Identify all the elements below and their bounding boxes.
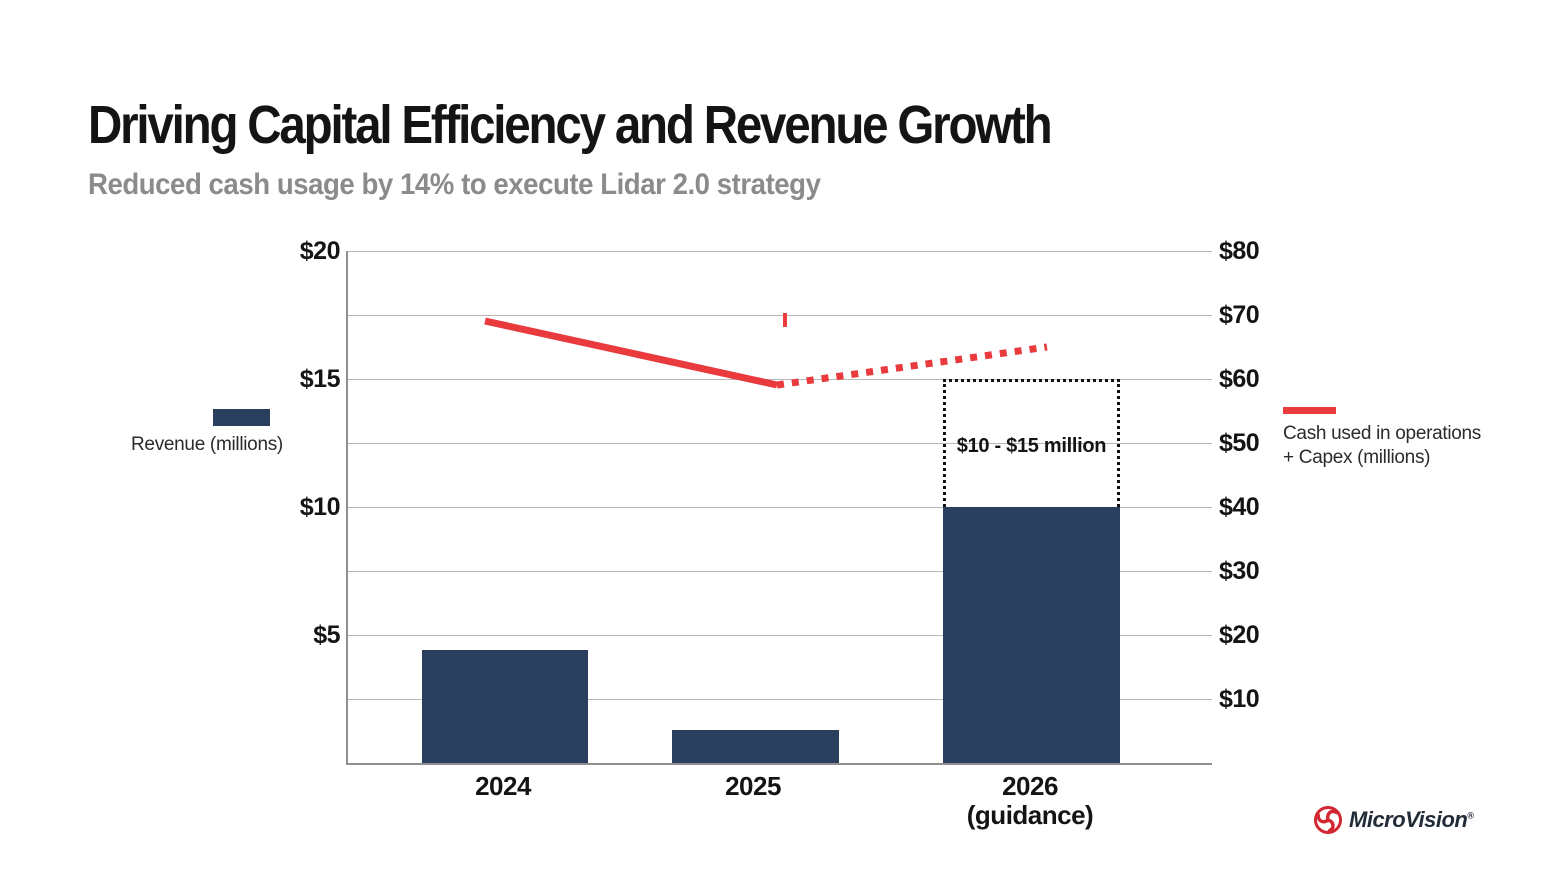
right-axis-tick-50: $50 [1219,429,1260,457]
gridline [348,443,1212,444]
revenue-legend-swatch [213,409,270,426]
chart-plot-area: $10 - $15 million [346,251,1212,765]
registered-trademark: ® [1467,810,1474,821]
right-axis-tick-30: $30 [1219,557,1260,585]
gridline [348,379,1212,380]
right-axis-tick-10: $10 [1219,685,1260,713]
page-title: Driving Capital Efficiency and Revenue G… [88,95,1053,155]
gridline [348,315,1212,316]
bar-2024-revenue [422,650,588,763]
gridline [348,507,1212,508]
x-label-2024: 2024 [475,771,531,801]
left-axis-tick-10: $10 [299,493,341,521]
right-axis: $80 $70 $60 $50 $40 $30 $20 $10 [1219,237,1319,763]
x-label-2026: 2026 (guidance) [910,772,1150,830]
cash-line-solid-segment [484,317,778,389]
cash-legend-line2: + Capex (millions) [1283,447,1431,468]
microvision-wordmark: MicroVision® [1349,807,1474,832]
bar-2025-revenue [672,730,839,763]
left-axis-tick-5: $5 [313,621,340,649]
right-axis-tick-70: $70 [1219,301,1260,329]
microvision-logo: MicroVision® [1312,804,1474,836]
x-label-2025: 2025 [725,771,781,801]
left-axis-tick-15: $15 [299,365,341,393]
bar-2026-revenue [943,507,1120,763]
gridline [348,699,1212,700]
cash-legend-label: Cash used in operations + Capex (million… [1283,422,1481,470]
gridline [348,571,1212,572]
page-subtitle: Reduced cash usage by 14% to execute Lid… [88,168,821,201]
left-axis: $20 $15 $10 $5 [230,237,343,763]
right-axis-tick-40: $40 [1219,493,1260,521]
cash-legend-line1: Cash used in operations [1283,423,1482,444]
cash-line-dotted-projection-segment [776,343,1048,389]
x-label-2026-year: 2026 [1002,771,1058,801]
microvision-swirl-icon [1314,806,1342,834]
guidance-range-label: $10 - $15 million [956,435,1107,457]
revenue-legend-label: Revenue (millions) [131,434,283,455]
x-label-2026-guidance: (guidance) [966,800,1094,830]
right-axis-tick-60: $60 [1219,365,1260,393]
right-axis-tick-80: $80 [1219,237,1260,265]
left-axis-tick-20: $20 [299,237,341,265]
guidance-range-box: $10 - $15 million [943,379,1120,507]
gridline [348,251,1212,252]
gridline [348,635,1212,636]
cash-used-line-chart [484,313,1048,389]
cash-legend-swatch [1283,407,1336,414]
right-axis-tick-20: $20 [1219,621,1260,649]
